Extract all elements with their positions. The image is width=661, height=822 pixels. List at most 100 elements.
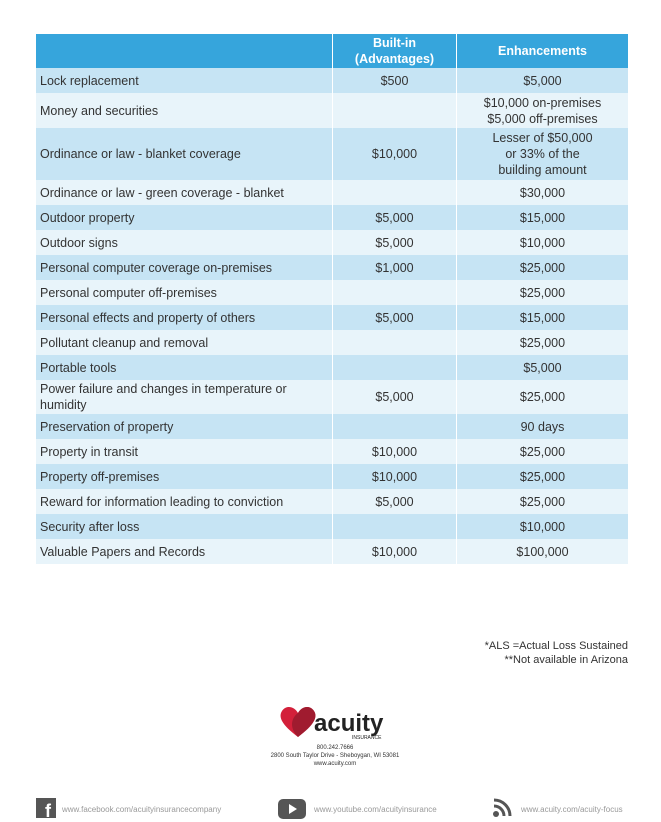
enhancement-cell: $25,000 (456, 280, 628, 305)
logo-sub: INSURANCE (352, 735, 382, 741)
enhancement-line: Lesser of $50,000 (492, 131, 593, 145)
enhancement-cell: $5,000 (456, 68, 628, 93)
table-row: Valuable Papers and Records $10,000 $100,0… (36, 539, 628, 564)
builtin-cell: $10,000 (332, 128, 456, 180)
header-cell (36, 34, 332, 68)
item-cell: Portable tools (36, 355, 332, 380)
header-row: Built-in (Advantages) Enhancements (36, 34, 628, 68)
item-cell: Pollutant cleanup and removal (36, 330, 332, 355)
table-row: Power failure and changes in temperature… (36, 380, 628, 414)
item-line: Personal computer coverage on-premises (40, 260, 273, 275)
builtin-cell: $10,000 (332, 439, 456, 464)
table-row: Property off-premises $10,000 $25,000 (36, 464, 628, 489)
enhancement-cell: $25,000 (456, 489, 628, 514)
enhancement-cell: $15,000 (456, 205, 628, 230)
builtin-cell: $5,000 (332, 230, 456, 255)
enhancement-line: $10,000 (519, 519, 566, 534)
item-line: Portable tools (40, 360, 117, 375)
item-cell: Ordinance or law - green coverage - blan… (36, 180, 332, 205)
enhancement-cell: $15,000 (456, 305, 628, 330)
enhancement-cell: $10,000 (456, 514, 628, 539)
table-row: Preservation of property 90 days (36, 414, 628, 439)
table-row: Lock replacement $500 $5,000 (36, 68, 628, 93)
builtin-cell: $10,000 (332, 464, 456, 489)
item-cell: Personal effects and property of others (36, 305, 332, 330)
facebook-link[interactable]: www.facebook.com/acuityinsurancecompany (62, 805, 222, 814)
enhancement-line: $30,000 (519, 185, 566, 200)
enhancement-cell: Lesser of $50,000 or 33% of the building a… (456, 128, 628, 180)
table-row: Personal computer coverage on-premises $1… (36, 255, 628, 280)
enhancement-line: $25,000 (519, 444, 566, 459)
enhancement-line: $100,000 (516, 544, 569, 559)
enhancement-line: $5,000 (523, 73, 562, 88)
item-line: Property off-premises (40, 469, 160, 484)
enhancement-line: $25,000 (519, 335, 566, 350)
item-line: Outdoor signs (40, 235, 118, 250)
builtin-cell (332, 414, 456, 439)
item-line: Power failure and changes in temperature… (40, 382, 287, 396)
enhancement-cell: $30,000 (456, 180, 628, 205)
note: *ALS =Actual Loss Sustained (484, 640, 628, 652)
enhancement-cell: $25,000 (456, 330, 628, 355)
header-cell: Built-in (Advantages) (332, 34, 456, 68)
rss-link[interactable]: www.acuity.com/acuity-focus (521, 805, 623, 814)
table-row: Property in transit $10,000 $25,000 (36, 439, 628, 464)
facebook-icon[interactable]: f (36, 798, 56, 818)
item-cell: Property off-premises (36, 464, 332, 489)
item-cell: Valuable Papers and Records (36, 539, 332, 564)
item-line: Pollutant cleanup and removal (40, 335, 209, 350)
builtin-cell (332, 355, 456, 380)
item-cell: Security after loss (36, 514, 332, 539)
youtube-icon[interactable] (278, 799, 306, 819)
builtin-cell (332, 514, 456, 539)
youtube-link[interactable]: www.youtube.com/acuityinsurance (314, 805, 437, 814)
item-line: Reward for information leading to convic… (40, 494, 284, 509)
heart-shade (292, 707, 316, 737)
table-row: Outdoor signs $5,000 $10,000 (36, 230, 628, 255)
enhancement-cell: $25,000 (456, 439, 628, 464)
builtin-cell: $10,000 (332, 539, 456, 564)
table-row: Personal effects and property of others $… (36, 305, 628, 330)
builtin-cell: $5,000 (332, 489, 456, 514)
rss-icon[interactable] (492, 798, 512, 818)
item-cell: Personal computer coverage on-premises (36, 255, 332, 280)
item-cell: Property in transit (36, 439, 332, 464)
enhancement-line: $10,000 on-premises (483, 95, 602, 110)
table-row: Outdoor property $5,000 $15,000 (36, 205, 628, 230)
table-row: Ordinance or law - green coverage - blan… (36, 180, 628, 205)
enhancement-cell: $25,000 (456, 255, 628, 280)
builtin-cell: $5,000 (332, 380, 456, 414)
enhancement-line: $25,000 (519, 260, 566, 275)
item-line: Security after loss (40, 519, 140, 534)
enhancement-cell: $10,000 (456, 230, 628, 255)
item-line: humidity (40, 398, 87, 412)
header-cell: Enhancements (456, 34, 628, 68)
builtin-cell: $5,000 (332, 305, 456, 330)
enhancement-line: $15,000 (519, 210, 566, 225)
enhancement-cell: $25,000 (456, 464, 628, 489)
item-line: Outdoor property (40, 210, 135, 225)
enhancement-line: or 33% of the (505, 147, 580, 161)
table: Built-in (Advantages) Enhancements Lock re… (36, 34, 628, 564)
table-row: Personal computer off-premises $25,000 (36, 280, 628, 305)
item-cell: Outdoor signs (36, 230, 332, 255)
phone: 800.242.7666 (316, 745, 354, 751)
website: www.acuity.com (313, 761, 357, 767)
item-line: Ordinance or law - green coverage - blan… (40, 185, 284, 200)
item-line: Money and securities (40, 103, 159, 118)
item-cell: Reward for information leading to convic… (36, 489, 332, 514)
builtin-cell (332, 93, 456, 128)
table-row: Money and securities $10,000 on-premises $… (36, 93, 628, 128)
enhancement-cell: $10,000 on-premises $5,000 off-premises (456, 93, 628, 128)
svg-text:f: f (45, 801, 52, 818)
builtin-cell: $5,000 (332, 205, 456, 230)
note: **Not available in Arizona (504, 654, 628, 666)
enhancement-line: $10,000 (519, 235, 566, 250)
builtin-cell: $500 (332, 68, 456, 93)
item-line: Personal effects and property of others (40, 310, 256, 325)
item-cell: Ordinance or law - blanket coverage (36, 128, 332, 180)
enhancement-cell: $100,000 (456, 539, 628, 564)
enhancement-line: $25,000 (519, 285, 566, 300)
table-row: Portable tools $5,000 (36, 355, 628, 380)
